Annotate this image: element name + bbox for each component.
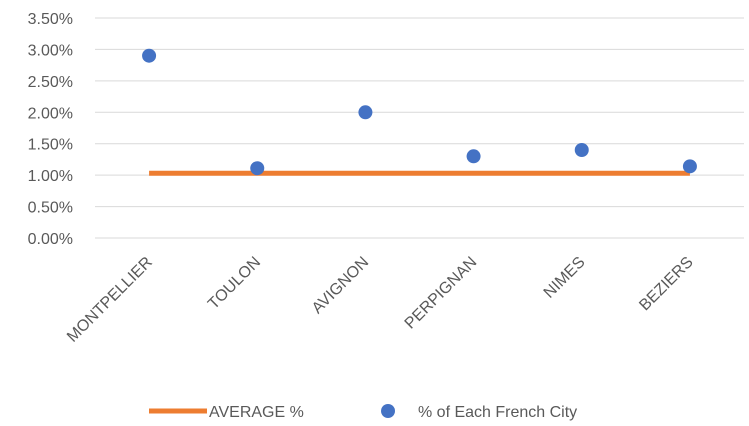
- y-tick-label: 2.00%: [28, 105, 73, 122]
- x-category-label: AVIGNON: [309, 254, 372, 317]
- city-data-point: [250, 161, 265, 176]
- x-category-label: BEZIERS: [636, 254, 696, 314]
- legend-label-city: % of Each French City: [418, 404, 577, 421]
- plot-series: [142, 48, 697, 176]
- x-category-label: TOULON: [205, 254, 264, 313]
- y-tick-label: 0.50%: [28, 200, 73, 217]
- y-tick-label: 2.50%: [28, 74, 73, 91]
- city-data-point: [466, 149, 481, 164]
- legend-swatch-city-marker: [381, 404, 395, 418]
- city-data-point: [358, 105, 373, 120]
- legend-label-average: AVERAGE %: [209, 404, 304, 421]
- city-data-point: [682, 159, 697, 174]
- y-tick-label: 0.00%: [28, 231, 73, 248]
- x-category-label: MONTPELLIER: [64, 254, 156, 346]
- y-tick-label: 3.00%: [28, 42, 73, 59]
- x-category-label: NIMES: [541, 254, 589, 302]
- y-axis-tick-labels: 0.00% 0.50% 1.00% 1.50% 2.00% 2.50% 3.00% 3.50%: [28, 11, 73, 248]
- gridlines: [95, 17, 744, 239]
- x-axis-category-labels: MONTPELLIER TOULON AVIGNON PERPIGNAN NIMES BE…: [64, 254, 697, 346]
- city-data-point: [142, 48, 157, 63]
- y-tick-label: 1.00%: [28, 168, 73, 185]
- city-data-point: [574, 143, 589, 157]
- y-tick-label: 1.50%: [28, 137, 73, 154]
- y-tick-label: 3.50%: [28, 11, 73, 28]
- legend: AVERAGE % % of Each French City: [149, 404, 577, 421]
- x-category-label: PERPIGNAN: [402, 254, 481, 333]
